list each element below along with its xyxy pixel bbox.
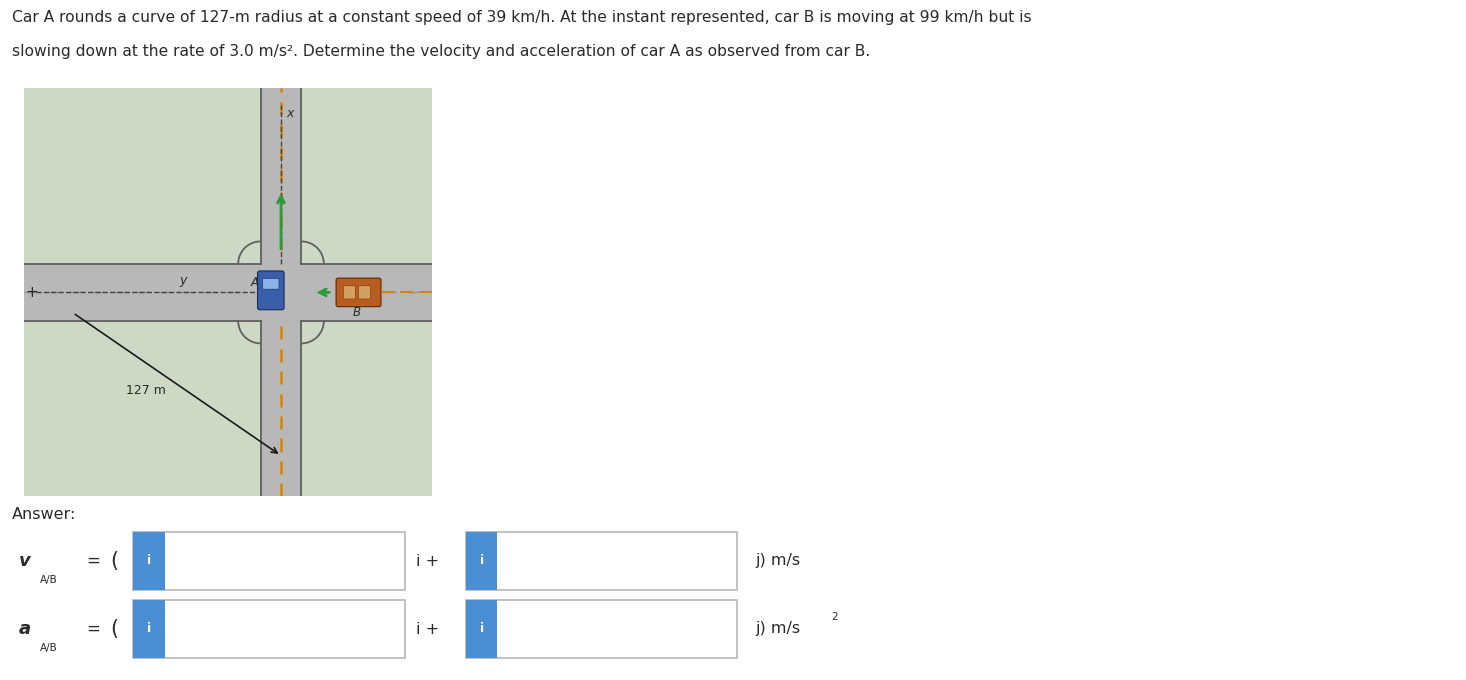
Text: Answer:: Answer: [12,507,76,522]
Polygon shape [23,264,432,321]
Polygon shape [23,88,432,496]
Text: (: ( [110,619,119,639]
Text: x: x [286,107,293,120]
Polygon shape [261,88,302,496]
Text: Car A rounds a curve of 127-m radius at a constant speed of 39 km/h. At the inst: Car A rounds a curve of 127-m radius at … [12,10,1032,25]
Text: a: a [19,620,31,638]
Bar [133,532,164,590]
Text: i: i [147,554,151,568]
Text: v: v [19,552,31,570]
Text: (: ( [110,551,119,571]
Text: =: = [86,552,100,570]
Bar [466,532,497,590]
Text: j) m/s: j) m/s [755,622,800,636]
Text: 127 m: 127 m [126,384,166,397]
Text: +: + [25,285,38,300]
FancyBboxPatch shape [262,279,279,289]
Text: A/B: A/B [40,575,57,585]
Text: y: y [179,274,186,287]
FancyBboxPatch shape [336,278,381,307]
Text: A: A [251,276,258,289]
Text: B: B [352,306,361,319]
Text: i +: i + [416,622,440,636]
Text: i +: i + [416,554,440,568]
Text: 2: 2 [831,612,839,622]
Text: i: i [479,554,484,568]
Text: j) m/s: j) m/s [755,554,800,568]
Text: i: i [479,622,484,636]
Text: slowing down at the rate of 3.0 m/s². Determine the velocity and acceleration of: slowing down at the rate of 3.0 m/s². De… [12,44,869,59]
Text: i: i [147,622,151,636]
FancyBboxPatch shape [359,286,371,299]
Bar [466,600,497,658]
FancyBboxPatch shape [343,286,355,299]
Bar [133,600,164,658]
FancyBboxPatch shape [258,271,284,309]
Text: A/B: A/B [40,643,57,653]
Text: =: = [86,620,100,638]
